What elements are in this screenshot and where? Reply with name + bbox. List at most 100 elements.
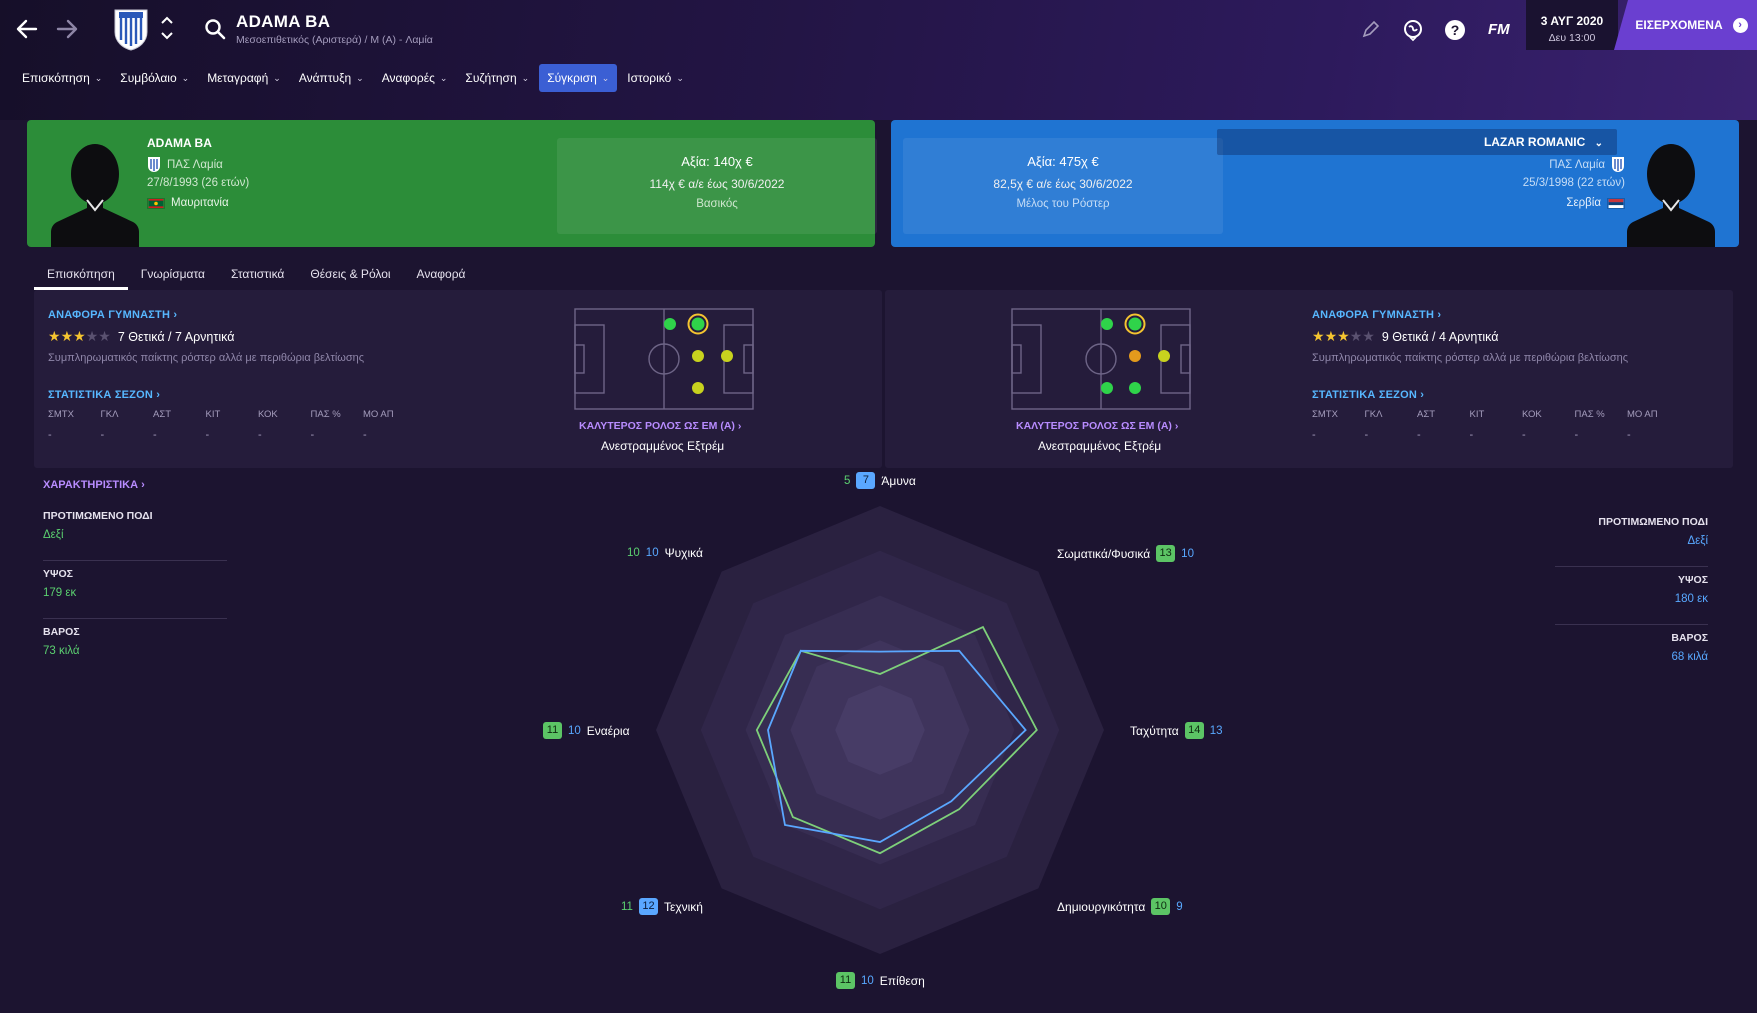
left-player-value: 11 xyxy=(543,722,562,739)
search-icon[interactable] xyxy=(204,18,226,40)
positions-pitch[interactable] xyxy=(574,308,754,410)
tab-3[interactable]: Θέσεις & Ρόλοι xyxy=(310,267,391,281)
star-icon: ★ xyxy=(48,328,61,344)
radar-axis-label[interactable]: 11 10 Εναέρια xyxy=(543,722,630,739)
menu-item-label: Συμβόλαιο xyxy=(120,71,177,85)
menu-item-2[interactable]: Μεταγραφή ⌄ xyxy=(199,64,289,92)
back-arrow-icon[interactable] xyxy=(12,14,42,44)
position-dot-dml xyxy=(1129,382,1141,394)
scout-report-link[interactable]: ΑΝΑΦΟΡΑ ΓΥΜΝΑΣΤΗ › xyxy=(48,309,178,321)
menu-item-1[interactable]: Συμβόλαιο ⌄ xyxy=(112,64,197,92)
left-player-value: 11 xyxy=(836,972,855,989)
stat-header: ΑΣΤ xyxy=(153,409,172,420)
left-player-value: 5 xyxy=(844,474,851,487)
arrow-right-icon: › xyxy=(1732,17,1748,33)
best-role-title: ΚΑΛΥΤΕΡΟΣ ΡΟΛΟΣ ΩΣ ΕΜ (Α) xyxy=(1016,420,1172,432)
tab-0[interactable]: Επισκόπηση xyxy=(34,258,128,290)
attributes-link[interactable]: ΧΑΡΑΚΤΗΡΙΣΤΙΚΑ › xyxy=(43,479,145,491)
right-overview-panel: ΚΑΛΥΤΕΡΟΣ ΡΟΛΟΣ ΩΣ ΕΜ (Α) › Ανεστραμμένο… xyxy=(885,290,1733,468)
menu-item-label: Ιστορικό xyxy=(627,71,672,85)
fm-logo[interactable]: FM xyxy=(1488,21,1510,38)
player-silhouette-icon xyxy=(51,144,139,247)
stat-value: - xyxy=(1574,429,1579,441)
radar-axis-label[interactable]: 11 10 Επίθεση xyxy=(836,972,925,989)
left-foot-label: ΠΡΟΤΙΜΩΜΕΝΟ ΠΟΔΙ xyxy=(43,510,153,522)
radar-axis-label[interactable]: Δημιουργικότητα 10 9 xyxy=(1057,898,1183,915)
pitch-right-six-yard xyxy=(743,344,754,374)
help-icon[interactable]: ? xyxy=(1443,18,1467,42)
right-nationality-label: Σερβία xyxy=(1566,197,1601,209)
scout-report-link[interactable]: ΑΝΑΦΟΡΑ ΓΥΜΝΑΣΤΗ › xyxy=(1312,309,1442,321)
radar-axis-label[interactable]: 10 10 Ψυχικά xyxy=(627,546,703,560)
radar-series-left xyxy=(755,625,1038,855)
header-background xyxy=(0,0,1757,120)
star-icon: ★ xyxy=(1324,328,1338,344)
divider xyxy=(1555,566,1708,567)
stat-header: ΣΜΤΧ xyxy=(48,409,74,420)
menu-item-label: Σύγκριση xyxy=(547,71,597,85)
menu-item-6[interactable]: Σύγκριση ⌄ xyxy=(539,64,618,92)
season-stats-link[interactable]: ΣΤΑΤΙΣΤΙΚΑ ΣΕΖΟΝ › xyxy=(48,389,161,401)
left-player-contract: 114χ € α/ε έως 30/6/2022 xyxy=(649,177,785,191)
tab-1[interactable]: Γνωρίσματα xyxy=(140,267,205,281)
divider xyxy=(1555,624,1708,625)
radar-axis-name: Ταχύτητα xyxy=(1130,723,1179,738)
right-club-name: ΠΑΣ Λαμία xyxy=(1549,158,1605,171)
position-dot-aml xyxy=(691,317,705,331)
date-display[interactable]: 3 ΑΥΓ 2020 Δευ 13:00 xyxy=(1526,0,1618,50)
left-player-club[interactable]: ΠΑΣ Λαμία xyxy=(147,156,223,173)
best-role-link[interactable]: ΚΑΛΥΤΕΡΟΣ ΡΟΛΟΣ ΩΣ ΕΜ (Α) › xyxy=(579,420,742,432)
chevron-down-icon: ⌄ xyxy=(356,72,364,83)
position-dot-aml xyxy=(1128,317,1142,331)
position-dot-mr xyxy=(1101,318,1113,330)
pitch-centre-circle xyxy=(648,343,680,375)
tab-2[interactable]: Στατιστικά xyxy=(231,267,285,281)
star-icon: ★ xyxy=(60,328,74,344)
menu-item-5[interactable]: Συζήτηση ⌄ xyxy=(457,64,537,92)
radar-axis-label[interactable]: 11 12 Τεχνική xyxy=(621,898,703,915)
club-crest-icon xyxy=(1612,157,1624,172)
right-player-value: 13 xyxy=(1209,724,1223,737)
tab-4[interactable]: Αναφορά xyxy=(416,267,466,281)
player-menu-bar: Επισκόπηση ⌄ Συμβόλαιο ⌄ Μεταγραφή ⌄ Ανάπτυξη ⌄… xyxy=(14,64,694,92)
right-player-value: 7 xyxy=(856,472,876,489)
primary-position-ring xyxy=(687,313,709,335)
right-player-card: Αξία: 475χ € 82,5χ € α/ε έως 30/6/2022 Μ… xyxy=(891,120,1739,247)
continue-button[interactable]: ΕΙΣΕΡΧΟΜΕΝΑ › xyxy=(1614,0,1757,50)
brain-icon[interactable] xyxy=(1401,18,1425,42)
left-player-nationality[interactable]: Μαυριτανία xyxy=(147,197,229,209)
position-dot-ml xyxy=(692,350,704,362)
compare-player-selector[interactable]: LAZAR ROMANIC ⌄ xyxy=(1217,129,1617,155)
left-player-value: 11 xyxy=(621,900,633,913)
scout-rating: ★★★★★ 9 Θετικά / 4 Αρνητικά xyxy=(1312,328,1498,345)
right-player-nationality[interactable]: Σερβία xyxy=(1566,197,1625,209)
pencil-icon[interactable] xyxy=(1358,18,1382,42)
positions-pitch[interactable] xyxy=(1011,308,1191,410)
star-rating-icons: ★★★★★ xyxy=(1312,328,1375,345)
menu-item-7[interactable]: Ιστορικό ⌄ xyxy=(619,64,692,92)
forward-arrow-icon[interactable] xyxy=(52,14,82,44)
menu-item-3[interactable]: Ανάπτυξη ⌄ xyxy=(291,64,372,92)
radar-axis-name: Τεχνική xyxy=(663,899,703,914)
stat-header: ΜΟ ΑΠ xyxy=(1627,409,1658,420)
radar-axis-label[interactable]: Σωματικά/Φυσικά 13 10 xyxy=(1057,545,1194,562)
stat-value: - xyxy=(1627,429,1631,441)
menu-item-0[interactable]: Επισκόπηση ⌄ xyxy=(14,64,110,92)
player-silhouette-icon xyxy=(1627,144,1715,247)
right-player-club[interactable]: ΠΑΣ Λαμία xyxy=(1549,156,1625,173)
current-day-time: Δευ 13:00 xyxy=(1548,32,1596,44)
right-weight-label: ΒΑΡΟΣ xyxy=(1671,632,1708,644)
season-stats-link[interactable]: ΣΤΑΤΙΣΤΙΚΑ ΣΕΖΟΝ › xyxy=(1312,389,1425,401)
right-player-value: 10 xyxy=(645,547,659,559)
left-height-value: 179 εκ xyxy=(43,587,77,599)
player-switch-arrows-icon[interactable] xyxy=(160,14,174,45)
left-height-label: ΥΨΟΣ xyxy=(43,568,73,580)
best-role-link[interactable]: ΚΑΛΥΤΕΡΟΣ ΡΟΛΟΣ ΩΣ ΕΜ (Α) › xyxy=(1016,420,1179,432)
club-crest-icon[interactable] xyxy=(113,8,149,52)
radar-axis-label[interactable]: Ταχύτητα 14 13 xyxy=(1130,722,1223,739)
menu-item-4[interactable]: Αναφορές ⌄ xyxy=(374,64,456,92)
radar-axis-label[interactable]: 5 7 Άμυνα xyxy=(844,472,916,489)
stat-value: - xyxy=(205,429,210,441)
stat-value: - xyxy=(1469,429,1474,441)
position-dot-ml xyxy=(1129,350,1141,362)
